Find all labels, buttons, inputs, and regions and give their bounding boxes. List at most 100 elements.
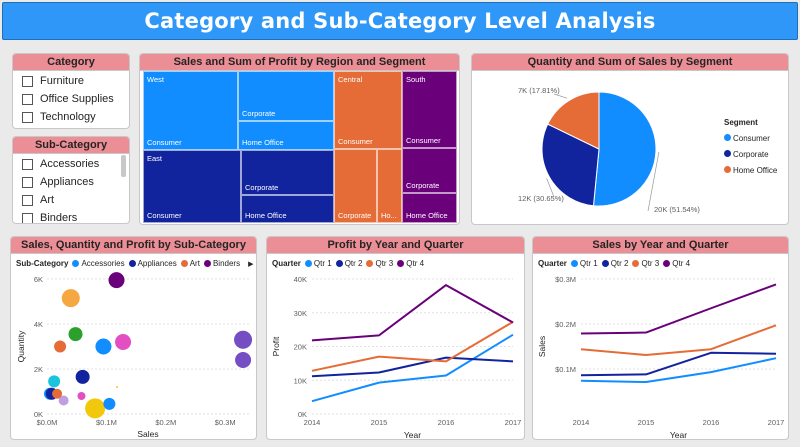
slicer-item-accessories[interactable]: Accessories bbox=[13, 155, 129, 173]
profit-title: Profit by Year and Quarter bbox=[267, 237, 524, 254]
y-axis-title: Sales bbox=[537, 336, 547, 357]
profit-legend: Quarter Qtr 1 Qtr 2 Qtr 3 Qtr 4 bbox=[272, 259, 424, 268]
x-tick-label: 2016 bbox=[438, 418, 455, 427]
series-line bbox=[580, 351, 777, 377]
legend-label[interactable]: Appliances bbox=[137, 259, 177, 268]
x-tick-label: $0.2M bbox=[155, 418, 176, 427]
legend-dot bbox=[632, 260, 640, 267]
x-tick-label: 2014 bbox=[573, 418, 590, 427]
scatter-point bbox=[54, 340, 67, 353]
checkbox[interactable] bbox=[22, 194, 33, 206]
checkbox[interactable] bbox=[22, 212, 33, 223]
legend-label[interactable]: Qtr 3 bbox=[375, 259, 394, 268]
treemap-cell-south-consumer[interactable]: South Consumer bbox=[402, 71, 457, 148]
sales-line-chart: $0.1M $0.2M $0.3M 2014 2015 2016 2017 Year Sales bbox=[537, 275, 784, 439]
slicer-scrollbar[interactable] bbox=[121, 155, 126, 177]
slicer-item-appliances[interactable]: Appliances bbox=[13, 173, 129, 191]
segment-label: Home Office bbox=[245, 211, 287, 220]
scatter-point bbox=[235, 352, 252, 368]
legend-dot bbox=[724, 166, 731, 173]
legend-label[interactable]: Qtr 2 bbox=[344, 259, 363, 268]
treemap: West Consumer Corporate Home Office East… bbox=[143, 71, 457, 223]
treemap-cell-east-consumer[interactable]: East Consumer bbox=[143, 150, 241, 223]
legend-dot bbox=[570, 260, 578, 267]
profit-line-chart: 0K 10K 20K 30K 40K 2014 2015 2016 2017 Year Profit bbox=[271, 275, 522, 439]
slicer-item-technology[interactable]: Technology bbox=[13, 108, 129, 126]
y-tick-label: 2K bbox=[34, 365, 43, 374]
legend-item-consumer[interactable]: Consumer bbox=[722, 131, 777, 147]
scatter-point bbox=[85, 398, 106, 419]
treemap-cell-west-corporate[interactable]: Corporate bbox=[238, 71, 334, 121]
legend-next-arrow-icon[interactable]: ▶ bbox=[248, 260, 254, 268]
scatter-point bbox=[48, 375, 61, 388]
x-tick-label: 2016 bbox=[703, 418, 720, 427]
slicer-item-art[interactable]: Art bbox=[13, 191, 129, 209]
treemap-cell-west-home-office[interactable]: Home Office bbox=[238, 121, 334, 150]
checkbox[interactable] bbox=[22, 75, 33, 87]
scatter-point bbox=[115, 334, 132, 350]
legend-item-home-office[interactable]: Home Office bbox=[722, 163, 777, 179]
checkbox[interactable] bbox=[22, 176, 33, 188]
slicer-item-furniture[interactable]: Furniture bbox=[13, 72, 129, 90]
legend-dot bbox=[724, 134, 731, 141]
treemap-cell-east-corporate[interactable]: Corporate bbox=[241, 150, 334, 195]
profit-card: Profit by Year and Quarter Quarter Qtr 1… bbox=[266, 236, 525, 440]
slicer-item-label: Office Supplies bbox=[40, 93, 114, 105]
legend-label[interactable]: Qtr 1 bbox=[579, 259, 598, 268]
slicer-item-label: Art bbox=[40, 194, 55, 206]
y-tick-label: $0.2M bbox=[555, 320, 576, 329]
pie-data-label: 7K (17.81%) bbox=[518, 86, 560, 95]
checkbox[interactable] bbox=[22, 158, 33, 170]
treemap-cell-east-home-office[interactable]: Home Office bbox=[241, 195, 334, 223]
treemap-cell-central-home-office[interactable]: Ho... bbox=[377, 149, 402, 223]
scatter-point bbox=[108, 272, 125, 289]
scatter-title: Sales, Quantity and Profit by Sub-Catego… bbox=[11, 237, 256, 254]
legend-item-corporate[interactable]: Corporate bbox=[722, 147, 777, 163]
pie-title: Quantity and Sum of Sales by Segment bbox=[472, 54, 788, 71]
treemap-cell-south-corporate[interactable]: Corporate bbox=[402, 148, 457, 193]
segment-label: Consumer bbox=[406, 136, 441, 145]
y-tick-label: 10K bbox=[294, 376, 307, 385]
dashboard-header: Category and Sub-Category Level Analysis bbox=[2, 2, 798, 40]
region-label: East bbox=[147, 154, 163, 163]
region-label: South bbox=[406, 75, 426, 84]
legend-label[interactable]: Accessories bbox=[81, 259, 125, 268]
slicer-item-label: Technology bbox=[40, 111, 96, 123]
legend-dot bbox=[397, 260, 405, 267]
x-tick-label: 2017 bbox=[505, 418, 522, 427]
pie-slice bbox=[592, 91, 657, 207]
slicer-item-office-supplies[interactable]: Office Supplies bbox=[13, 90, 129, 108]
segment-label: Corporate bbox=[338, 211, 372, 220]
treemap-cell-central-corporate[interactable]: Corporate bbox=[334, 149, 377, 223]
treemap-cell-central-consumer[interactable]: Central Consumer bbox=[334, 71, 402, 149]
series-line bbox=[311, 284, 514, 342]
slicer-item-binders[interactable]: Binders bbox=[13, 209, 129, 223]
series-line bbox=[580, 324, 777, 357]
legend-label[interactable]: Qtr 4 bbox=[672, 259, 691, 268]
treemap-cell-south-home-office[interactable]: Home Office bbox=[402, 193, 457, 223]
treemap-cell-west-consumer[interactable]: West Consumer bbox=[143, 71, 238, 150]
pie-slice bbox=[547, 91, 600, 150]
legend-label[interactable]: Qtr 2 bbox=[610, 259, 629, 268]
legend-label[interactable]: Qtr 3 bbox=[641, 259, 660, 268]
x-tick-label: $0.3M bbox=[215, 418, 236, 427]
scatter-point bbox=[77, 392, 86, 400]
legend-label[interactable]: Qtr 1 bbox=[313, 259, 332, 268]
pie-data-label: 12K (30.65%) bbox=[518, 194, 564, 203]
region-label: Central bbox=[338, 75, 363, 84]
legend-dot bbox=[72, 260, 80, 267]
slicer-item-label: Furniture bbox=[40, 75, 85, 87]
legend-label[interactable]: Binders bbox=[212, 259, 241, 268]
y-tick-label: 30K bbox=[294, 309, 307, 318]
checkbox[interactable] bbox=[22, 93, 33, 105]
pie-leader-line bbox=[546, 178, 555, 198]
legend-label[interactable]: Qtr 4 bbox=[406, 259, 425, 268]
x-tick-label: 2015 bbox=[371, 418, 388, 427]
y-tick-label: 20K bbox=[294, 343, 307, 352]
legend-label[interactable]: Art bbox=[189, 259, 200, 268]
x-tick-label: 2014 bbox=[304, 418, 321, 427]
x-axis-title: Year bbox=[670, 430, 687, 439]
checkbox[interactable] bbox=[22, 111, 33, 123]
scatter-plot: 0K 2K 4K 6K $0.0M $0.1M $0.2M $0.3M Sales Quantit… bbox=[16, 272, 253, 439]
treemap-title: Sales and Sum of Profit by Region and Se… bbox=[140, 54, 459, 71]
